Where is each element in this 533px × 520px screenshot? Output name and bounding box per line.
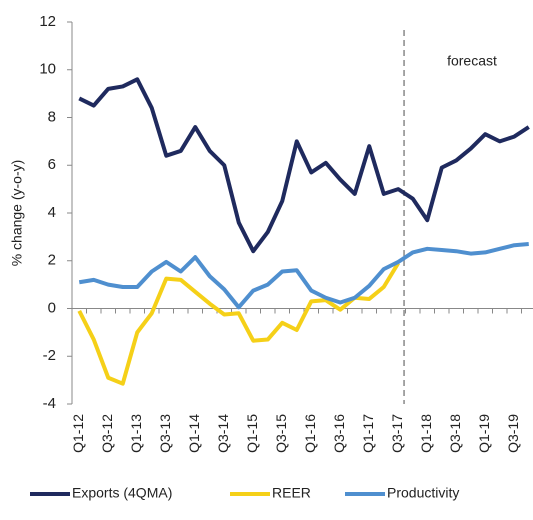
x-tick-label: Q3-18: [447, 414, 463, 453]
y-tick-label: -2: [43, 347, 56, 364]
legend-label: Productivity: [387, 485, 459, 501]
x-tick-label: Q3-12: [99, 414, 115, 453]
x-tick-label: Q1-18: [418, 414, 434, 453]
y-tick-label: -4: [43, 395, 56, 412]
x-tick-label: Q1-12: [70, 414, 86, 453]
x-tick-label: Q3-13: [157, 414, 173, 453]
legend-label: REER: [272, 485, 311, 501]
legend-label: Exports (4QMA): [72, 485, 172, 501]
x-tick-label: Q3-15: [273, 414, 289, 453]
annotation: forecast: [447, 53, 497, 69]
y-tick-label: 8: [48, 108, 56, 125]
y-tick-label: 12: [39, 13, 56, 30]
y-tick-label: 10: [39, 61, 56, 78]
y-axis-label: % change (y-o-y): [9, 160, 25, 267]
y-tick-label: 4: [48, 204, 56, 221]
y-tick-label: 0: [48, 299, 56, 316]
x-tick-label: Q1-13: [128, 414, 144, 453]
series-line: [78, 77, 530, 254]
x-tick-label: Q3-16: [331, 414, 347, 453]
x-tick-label: Q1-17: [360, 414, 376, 453]
x-tick-label: Q3-19: [505, 414, 521, 453]
x-tick-label: Q1-19: [476, 414, 492, 453]
series-line: [78, 242, 529, 310]
x-tick-label: Q1-15: [244, 414, 260, 453]
y-tick-label: 6: [48, 156, 56, 173]
x-tick-label: Q3-17: [389, 414, 405, 453]
x-tick-label: Q1-14: [186, 414, 202, 453]
x-tick-label: Q3-14: [215, 414, 231, 453]
x-tick-label: Q1-16: [302, 414, 318, 453]
series-line: [77, 262, 400, 386]
y-tick-label: 2: [48, 252, 56, 269]
